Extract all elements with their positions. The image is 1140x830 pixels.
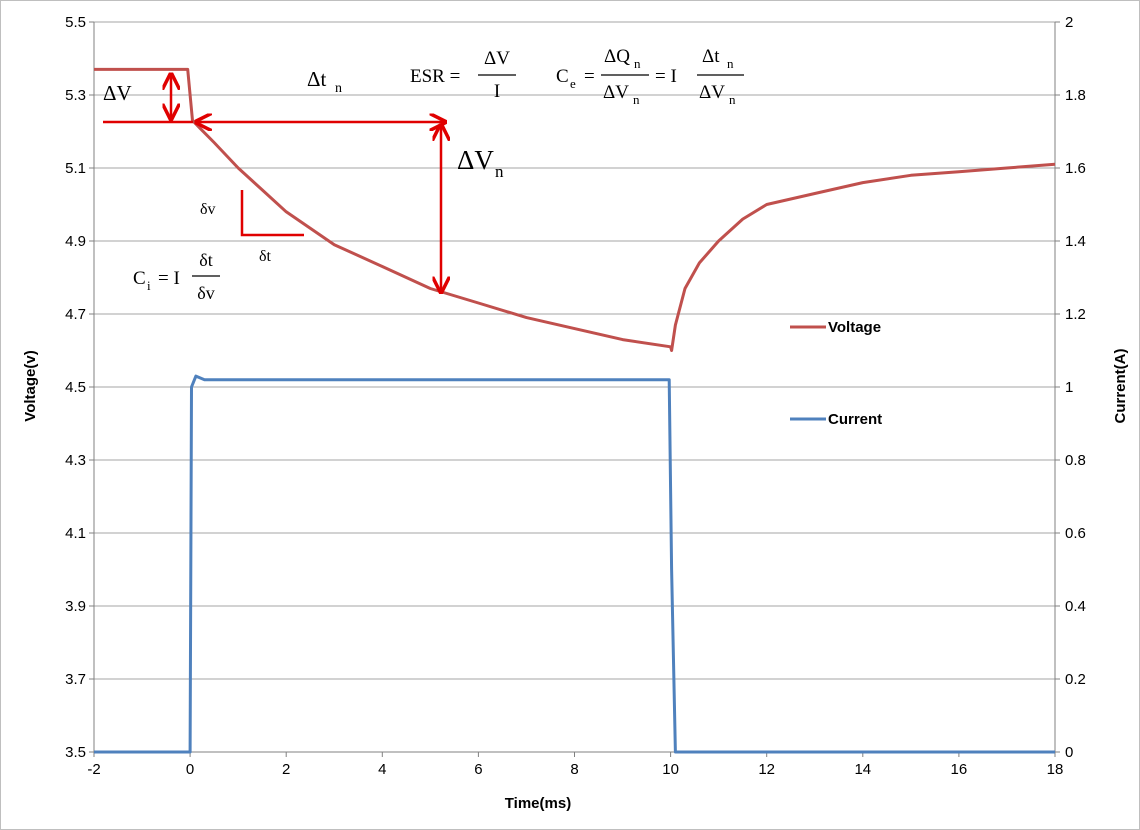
y2-tick-label: 0: [1065, 744, 1073, 761]
y2-tick-label: 2: [1065, 14, 1073, 31]
x-tick-label: -2: [87, 761, 100, 778]
y-tick-label: 5.3: [65, 87, 86, 104]
x-tick-label: 18: [1047, 761, 1064, 778]
y2-tick-label: 1.4: [1065, 233, 1086, 250]
y2-tick-label: 0.8: [1065, 452, 1086, 469]
legend-label-voltage: Voltage: [828, 319, 881, 336]
ce-denominator: ΔV: [603, 82, 629, 103]
x-tick-label: 16: [951, 761, 968, 778]
esr-lhs: ESR =: [410, 66, 460, 87]
delta-tn-subscript: n: [335, 81, 342, 96]
y2-tick-label: 1.6: [1065, 160, 1086, 177]
ce-denominator-2: ΔV: [699, 82, 725, 103]
series-line-current: [94, 374, 1055, 754]
ce-equals: =: [584, 66, 595, 87]
y-tick-label: 4.1: [65, 525, 86, 542]
y-tick-label: 3.5: [65, 744, 86, 761]
y-tick-label: 4.5: [65, 379, 86, 396]
y2-tick-label: 1: [1065, 379, 1073, 396]
annotation-markup: [103, 74, 445, 292]
y2-tick-label: 1.8: [1065, 87, 1086, 104]
delta-tn-label: Δt: [307, 67, 327, 91]
series-line-voltage: [94, 67, 1056, 352]
ticks-layer: 3.5 0 3.7 0.2 3.9 0.4 4.1 0.6 4.3 0.8 4.5 1 4.7 1.2 4.…: [65, 14, 1086, 778]
y2-tick-label: 0.2: [1065, 671, 1086, 688]
y-tick-label: 4.3: [65, 452, 86, 469]
ce-denominator-2-subscript: n: [729, 92, 736, 107]
slope-triangle: [240, 190, 304, 237]
legend: Voltage Current: [790, 319, 882, 428]
legend-label-current: Current: [828, 411, 882, 428]
grid-layer: [89, 21, 1060, 757]
ci-equals-i: = I: [158, 268, 180, 289]
ce-numerator-2: Δt: [702, 46, 720, 67]
y-tick-label: 5.5: [65, 14, 86, 31]
ci-numerator: δt: [199, 250, 212, 270]
delta-v-label: ΔV: [103, 81, 132, 105]
y2-tick-label: 0.6: [1065, 525, 1086, 542]
x-axis-title: Time(ms): [505, 795, 571, 812]
ci-denominator: δv: [197, 283, 214, 303]
y-axis-title: Voltage(v): [22, 350, 39, 421]
y-tick-label: 3.9: [65, 598, 86, 615]
y2-tick-label: 0.4: [1065, 598, 1086, 615]
ci-subscript: i: [147, 278, 151, 293]
y-tick-label: 4.7: [65, 306, 86, 323]
y-tick-label: 4.9: [65, 233, 86, 250]
ce-numerator-2-subscript: n: [727, 56, 734, 71]
x-tick-label: 0: [186, 761, 194, 778]
x-tick-label: 10: [662, 761, 679, 778]
ce-numerator: ΔQ: [604, 46, 630, 67]
delta-vn-subscript: n: [495, 162, 504, 181]
x-tick-label: 14: [854, 761, 871, 778]
esr-numerator: ΔV: [484, 48, 510, 69]
x-tick-label: 2: [282, 761, 290, 778]
delta-vn-label: ΔV: [457, 145, 494, 175]
ce-denominator-subscript: n: [633, 92, 640, 107]
ce-lhs: C: [556, 66, 569, 87]
ce-subscript: e: [570, 76, 576, 91]
esr-denominator: I: [494, 81, 500, 102]
y2-axis-title: Current(A): [1112, 349, 1129, 424]
ce-numerator-subscript: n: [634, 56, 641, 71]
small-dv-label: δv: [200, 201, 216, 218]
series-layer: [94, 67, 1056, 754]
y-tick-label: 3.7: [65, 671, 86, 688]
ce-equals-i: = I: [655, 66, 677, 87]
equations: ΔV Δt n ΔV n δv δt ESR = ΔV I C e = ΔQ n…: [103, 46, 744, 303]
y2-tick-label: 1.2: [1065, 306, 1086, 323]
x-tick-label: 6: [474, 761, 482, 778]
x-tick-label: 12: [758, 761, 775, 778]
y-tick-label: 5.1: [65, 160, 86, 177]
small-dt-label: δt: [259, 248, 272, 265]
x-tick-label: 8: [570, 761, 578, 778]
x-tick-label: 4: [378, 761, 386, 778]
ci-lhs: C: [133, 268, 146, 289]
